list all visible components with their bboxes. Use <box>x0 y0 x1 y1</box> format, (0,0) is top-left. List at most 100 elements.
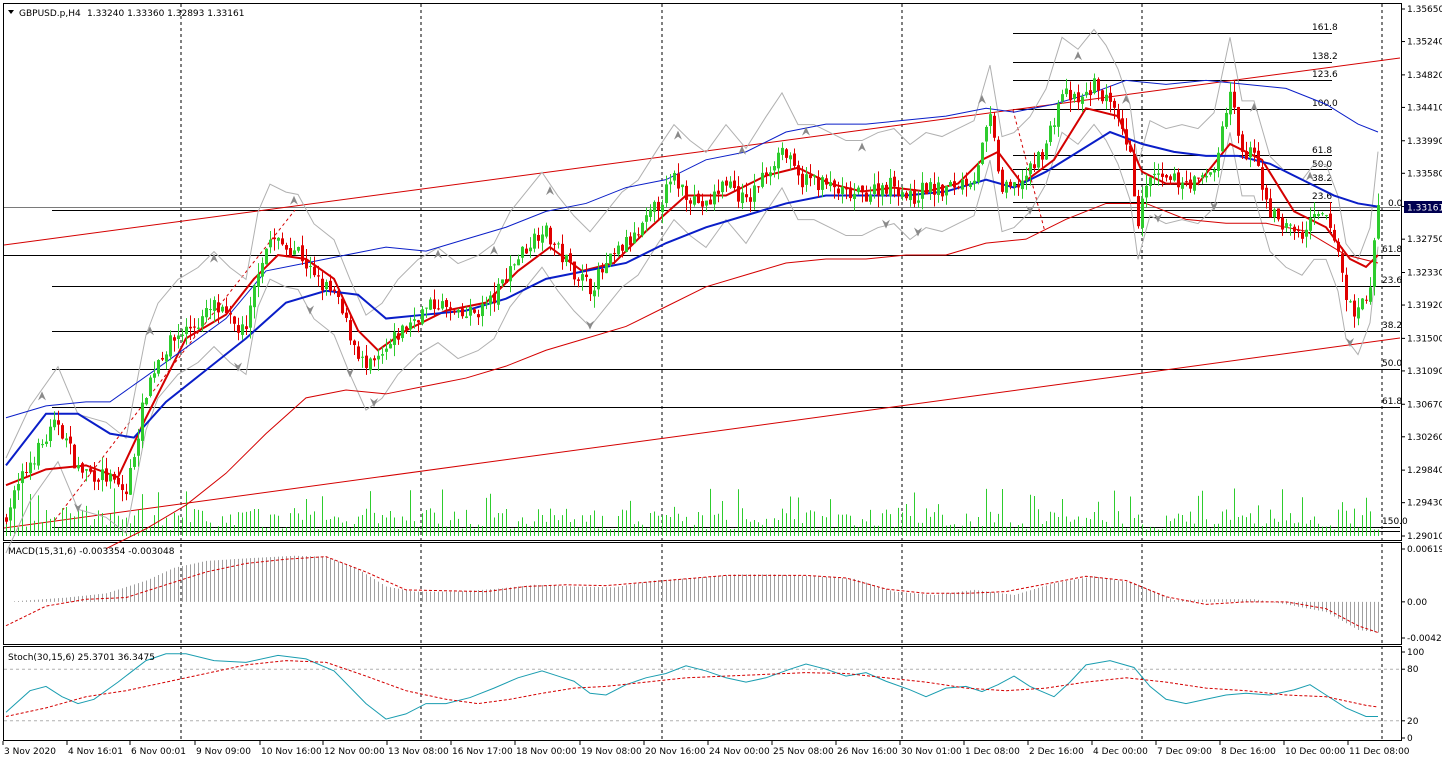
candle-body <box>1269 198 1272 218</box>
candle-body <box>1021 180 1024 190</box>
time-tick-label: 4 Dec 00:00 <box>1093 747 1148 757</box>
fractal-up-arrow <box>290 195 298 205</box>
fractal-up-arrow <box>802 126 810 136</box>
macd-tick-label: -0.00424 <box>1407 634 1442 644</box>
candle-body <box>1313 214 1316 218</box>
stoch-label: Stoch(30,15,6) 25.3701 36.3475 <box>8 653 155 663</box>
candle-body <box>929 182 932 193</box>
candle-body <box>13 490 16 509</box>
candle-body <box>1369 287 1372 302</box>
candle-body <box>485 303 488 305</box>
time-tick-label: 11 Dec 08:00 <box>1349 747 1410 757</box>
candle-body <box>1161 173 1164 177</box>
candle-body <box>965 178 968 186</box>
main-panel[interactable] <box>3 3 1402 541</box>
candle-body <box>41 444 44 446</box>
candle-body <box>249 305 252 328</box>
candle-body <box>569 253 572 262</box>
candle-body <box>677 173 680 189</box>
candle-body <box>1077 92 1080 103</box>
candle-body <box>373 358 376 361</box>
candle-body <box>1309 217 1312 231</box>
candle-body <box>1293 226 1296 232</box>
symbol-dropdown-icon[interactable] <box>8 10 14 14</box>
time-tick-label: 10 Dec 00:00 <box>1285 747 1346 757</box>
candle-body <box>813 175 816 177</box>
candle-body <box>1169 176 1172 180</box>
candle-body <box>273 237 276 240</box>
candle-body <box>841 186 844 195</box>
candle-body <box>81 463 84 473</box>
candle-body <box>1221 126 1224 152</box>
candle-body <box>1345 274 1348 300</box>
candle-body <box>1005 181 1008 193</box>
candle-body <box>501 279 504 284</box>
candle-body <box>921 182 924 199</box>
candle-body <box>29 462 32 474</box>
candle-body <box>1017 184 1020 188</box>
candle-body <box>329 280 332 291</box>
candle-body <box>917 200 920 203</box>
candle-body <box>1197 177 1200 179</box>
candle-body <box>1097 79 1100 91</box>
candle-body <box>425 307 428 309</box>
current-price-text: 1.33161 <box>1407 204 1442 214</box>
candle-body <box>1329 213 1332 228</box>
candle-body <box>433 299 436 309</box>
candle-body <box>1025 175 1028 181</box>
candle-body <box>45 441 48 444</box>
candle-body <box>481 303 484 317</box>
candle-body <box>193 326 196 328</box>
candle-body <box>1289 224 1292 226</box>
candle-body <box>969 183 972 187</box>
candle-body <box>1137 196 1140 227</box>
candle-body <box>937 182 940 196</box>
candle-body <box>865 192 868 202</box>
stoch-line <box>5 660 1379 717</box>
candle-body <box>93 470 96 482</box>
candle-body <box>1133 154 1136 197</box>
candle-body <box>1073 93 1076 99</box>
candle-body <box>461 308 464 317</box>
candle-body <box>553 243 556 245</box>
candle-body <box>177 335 180 339</box>
trend-line-lower <box>3 337 1401 529</box>
candle-body <box>817 176 820 191</box>
candle-body <box>429 299 432 310</box>
candle-body <box>253 285 256 308</box>
fib-level-label: 23.6 <box>1382 276 1402 286</box>
candle-body <box>605 262 608 274</box>
candle-body <box>977 165 980 182</box>
candle-body <box>557 243 560 245</box>
candle-body <box>181 334 184 336</box>
period-separators <box>180 4 1383 740</box>
candle-body <box>101 469 104 481</box>
candle-body <box>1153 173 1156 176</box>
candle-body <box>505 279 508 284</box>
candle-body <box>173 337 176 341</box>
candle-body <box>145 398 148 405</box>
candle-body <box>1149 177 1152 187</box>
candle-body <box>789 155 792 160</box>
candle-body <box>849 187 852 199</box>
candle-body <box>1157 173 1160 175</box>
candle-body <box>665 184 668 204</box>
candle-body <box>593 290 596 297</box>
candle-body <box>285 245 288 250</box>
candle-body <box>21 471 24 484</box>
stoch-tick-label: 0 <box>1407 734 1413 744</box>
candle-body <box>933 183 936 195</box>
macd-indicator <box>5 555 1379 634</box>
price-tick-label: 1.34410 <box>1407 103 1442 113</box>
candle-body <box>261 262 264 277</box>
candle-body <box>241 324 244 335</box>
candle-body <box>397 333 400 340</box>
candle-body <box>1341 253 1344 273</box>
time-tick-label: 10 Nov 16:00 <box>261 747 322 757</box>
candle-body <box>1037 152 1040 168</box>
candle-body <box>37 442 40 466</box>
candle-body <box>61 425 64 439</box>
candle-body <box>1013 182 1016 187</box>
candle-body <box>1125 129 1128 145</box>
